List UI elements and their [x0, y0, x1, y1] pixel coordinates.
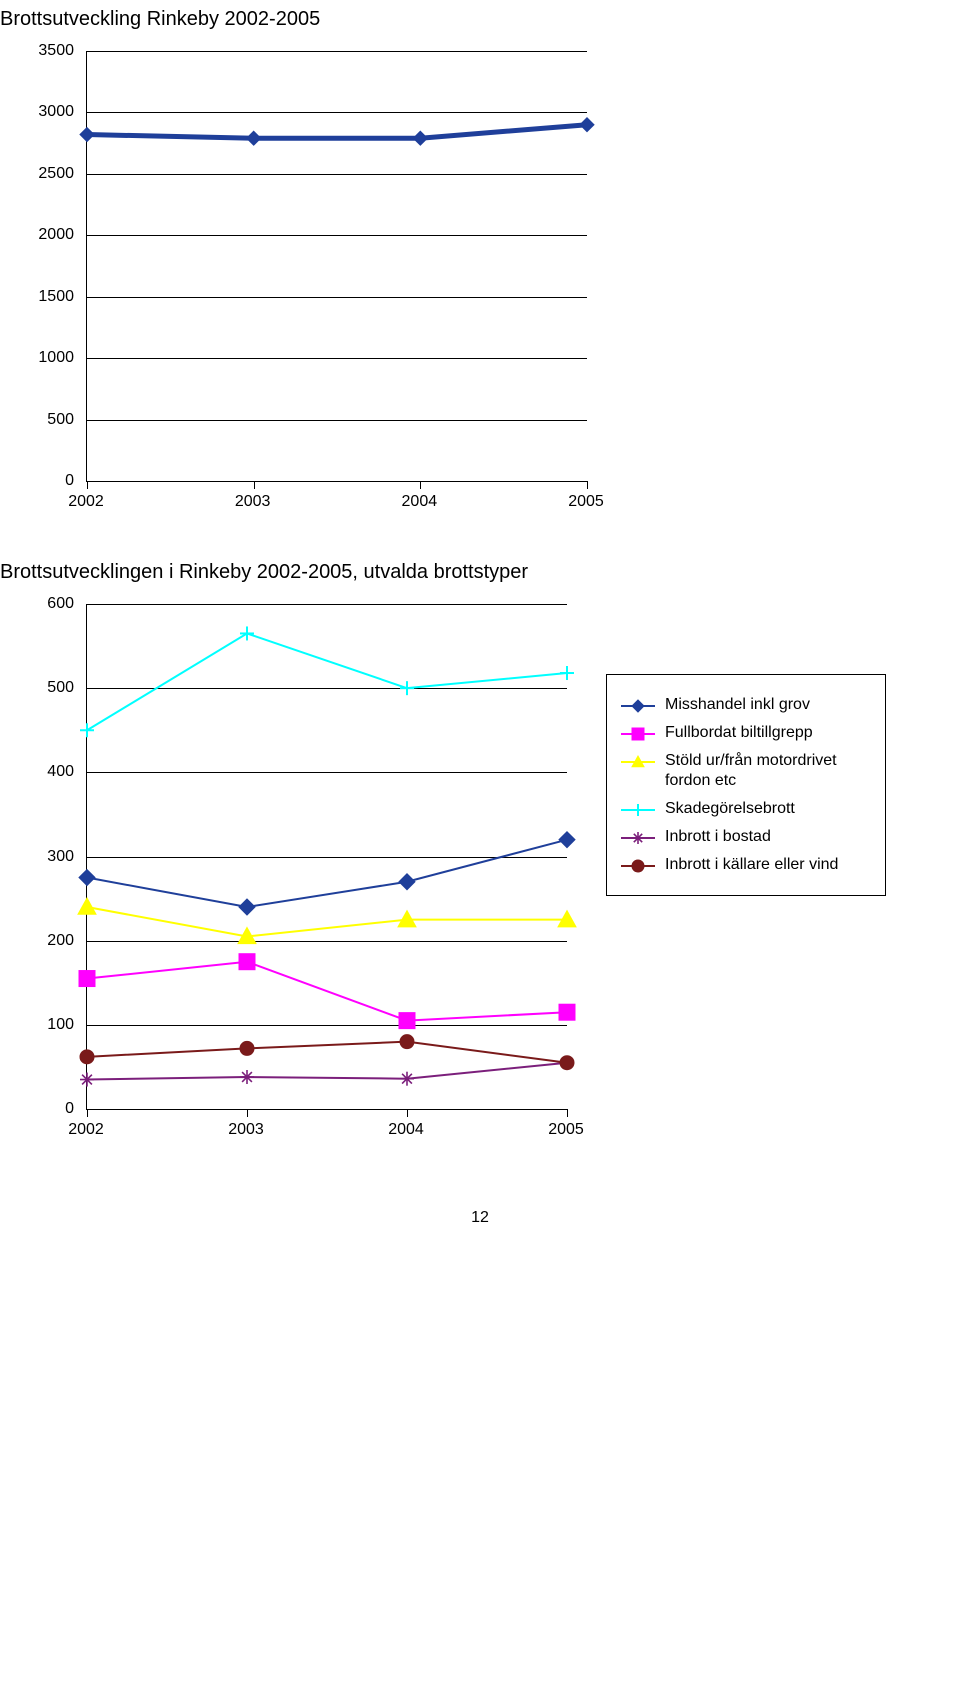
legend-label: Inbrott i källare eller vind — [665, 855, 838, 875]
ytick-label: 0 — [6, 472, 74, 490]
legend-swatch — [621, 802, 655, 818]
legend-label: Stöld ur/från motordrivet fordon etc — [665, 751, 855, 791]
xtick — [87, 481, 88, 489]
legend-swatch — [621, 698, 655, 714]
plot-area — [86, 604, 567, 1110]
ytick-label: 3500 — [6, 42, 74, 60]
xtick — [247, 1109, 248, 1117]
legend-label: Fullbordat biltillgrepp — [665, 723, 813, 743]
ytick-label: 1000 — [6, 349, 74, 367]
series-layer — [87, 51, 587, 481]
legend-swatch — [621, 726, 655, 742]
xtick-label: 2004 — [388, 1121, 424, 1139]
xtick-label: 2003 — [228, 1121, 264, 1139]
xtick — [420, 481, 421, 489]
xtick-label: 2004 — [402, 493, 438, 511]
legend-item: Inbrott i bostad — [621, 827, 871, 847]
xtick — [407, 1109, 408, 1117]
page-number: 12 — [0, 1149, 960, 1227]
legend-item: Stöld ur/från motordrivet fordon etc — [621, 751, 871, 791]
legend-item: Inbrott i källare eller vind — [621, 855, 871, 875]
legend-label: Inbrott i bostad — [665, 827, 771, 847]
plot-area — [86, 51, 587, 482]
legend-item: Misshandel inkl grov — [621, 695, 871, 715]
series-layer — [87, 604, 567, 1109]
xtick — [87, 1109, 88, 1117]
xtick-label: 2005 — [568, 493, 604, 511]
ytick-label: 0 — [6, 1100, 74, 1118]
ytick-label: 500 — [6, 679, 74, 697]
xtick-label: 2005 — [548, 1121, 584, 1139]
xtick — [587, 481, 588, 489]
legend-swatch — [621, 830, 655, 846]
legend-item: Fullbordat biltillgrepp — [621, 723, 871, 743]
ytick-label: 200 — [6, 932, 74, 950]
xtick — [254, 481, 255, 489]
legend-item: Skadegörelsebrott — [621, 799, 871, 819]
ytick-label: 2000 — [6, 226, 74, 244]
ytick-label: 100 — [6, 1016, 74, 1034]
legend-swatch — [621, 754, 655, 770]
ytick-label: 600 — [6, 595, 74, 613]
chart1: 0500100015002000250030003500200220032004… — [6, 51, 960, 521]
ytick-label: 300 — [6, 848, 74, 866]
xtick-label: 2003 — [235, 493, 271, 511]
legend-label: Skadegörelsebrott — [665, 799, 795, 819]
xtick-label: 2002 — [68, 1121, 104, 1139]
ytick-label: 3000 — [6, 103, 74, 121]
xtick-label: 2002 — [68, 493, 104, 511]
chart2: 01002003004005006002002200320042005Missh… — [6, 604, 960, 1149]
ytick-label: 1500 — [6, 288, 74, 306]
ytick-label: 500 — [6, 411, 74, 429]
legend-swatch — [621, 858, 655, 874]
ytick-label: 400 — [6, 763, 74, 781]
xtick — [567, 1109, 568, 1117]
chart1-title: Brottsutveckling Rinkeby 2002-2005 — [0, 0, 960, 51]
chart2-title: Brottsutvecklingen i Rinkeby 2002-2005, … — [0, 521, 960, 604]
legend-label: Misshandel inkl grov — [665, 695, 810, 715]
ytick-label: 2500 — [6, 165, 74, 183]
legend: Misshandel inkl grov Fullbordat biltillgr… — [606, 674, 886, 896]
